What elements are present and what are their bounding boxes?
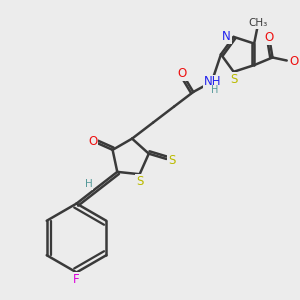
Text: CH₃: CH₃ bbox=[249, 18, 268, 28]
Text: O: O bbox=[88, 134, 97, 148]
Text: O: O bbox=[177, 67, 187, 80]
Text: S: S bbox=[136, 175, 143, 188]
Text: O: O bbox=[290, 55, 299, 68]
Text: O: O bbox=[265, 31, 274, 44]
Text: F: F bbox=[73, 273, 80, 286]
Text: H: H bbox=[211, 85, 218, 95]
Text: N: N bbox=[222, 30, 231, 44]
Text: NH: NH bbox=[204, 75, 221, 88]
Text: S: S bbox=[230, 73, 237, 86]
Text: H: H bbox=[85, 179, 92, 189]
Text: S: S bbox=[168, 154, 175, 167]
